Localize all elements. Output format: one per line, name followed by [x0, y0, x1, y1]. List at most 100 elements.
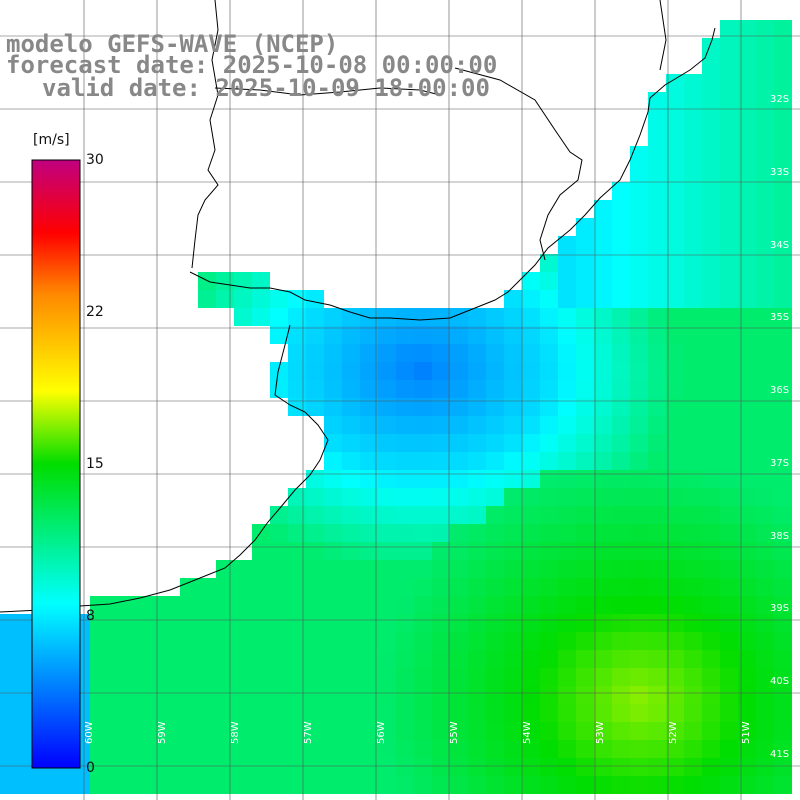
- wind-cell: [576, 218, 594, 236]
- wind-cell: [216, 614, 234, 632]
- wind-cell: [378, 650, 396, 668]
- wind-cell: [720, 740, 738, 758]
- wind-cell: [270, 542, 288, 560]
- wind-cell: [234, 560, 252, 578]
- wind-cell: [360, 362, 378, 380]
- wind-cell: [504, 290, 522, 308]
- wind-cell: [648, 650, 666, 668]
- wind-cell: [414, 380, 432, 398]
- wind-cell: [720, 362, 738, 380]
- wind-cell: [720, 776, 738, 794]
- wind-cell: [360, 740, 378, 758]
- wind-cell: [360, 398, 378, 416]
- wind-cell: [198, 722, 216, 740]
- wind-cell: [702, 110, 720, 128]
- wind-cell: [738, 20, 756, 38]
- wind-cell: [288, 740, 306, 758]
- wind-cell: [468, 398, 486, 416]
- wind-cell: [342, 506, 360, 524]
- wind-cell: [396, 398, 414, 416]
- colorbar-tick-15: 15: [86, 456, 104, 472]
- wind-cell: [342, 596, 360, 614]
- wind-cell: [576, 776, 594, 794]
- wind-cell: [342, 758, 360, 776]
- wind-cell: [576, 758, 594, 776]
- wind-cell: [738, 380, 756, 398]
- lon-label-51w: 51W: [741, 721, 752, 744]
- wind-cell: [684, 758, 702, 776]
- wind-cell: [630, 650, 648, 668]
- wind-cell: [234, 668, 252, 686]
- wind-cell: [684, 182, 702, 200]
- wind-cell: [666, 578, 684, 596]
- wind-cell: [702, 56, 720, 74]
- wind-cell: [324, 416, 342, 434]
- wind-cell: [288, 578, 306, 596]
- wind-cell: [522, 542, 540, 560]
- wind-cell: [738, 668, 756, 686]
- wind-cell: [180, 758, 198, 776]
- wind-cell: [522, 776, 540, 794]
- wind-cell: [630, 380, 648, 398]
- wind-cell: [342, 416, 360, 434]
- wind-cell: [756, 614, 774, 632]
- wind-cell: [774, 506, 792, 524]
- wind-cell: [396, 614, 414, 632]
- wind-cell: [612, 200, 630, 218]
- wind-cell: [540, 434, 558, 452]
- wind-cell: [504, 380, 522, 398]
- wind-cell: [108, 758, 126, 776]
- wind-cell: [0, 758, 18, 776]
- wind-cell: [648, 668, 666, 686]
- wind-cell: [612, 542, 630, 560]
- wind-cell: [522, 362, 540, 380]
- wind-cell: [738, 236, 756, 254]
- wind-cell: [756, 92, 774, 110]
- wind-cell: [108, 632, 126, 650]
- wind-cell: [756, 488, 774, 506]
- wind-cell: [162, 650, 180, 668]
- wind-cell: [756, 56, 774, 74]
- wind-cell: [558, 434, 576, 452]
- wind-cell: [756, 704, 774, 722]
- wind-cell: [756, 200, 774, 218]
- wind-cell: [558, 524, 576, 542]
- wind-cell: [252, 524, 270, 542]
- wind-cell: [558, 614, 576, 632]
- wind-cell: [720, 488, 738, 506]
- wind-cell: [486, 776, 504, 794]
- wind-cell: [216, 578, 234, 596]
- wind-cell: [648, 128, 666, 146]
- wind-cell: [450, 596, 468, 614]
- wind-cell: [504, 596, 522, 614]
- wind-cell: [648, 758, 666, 776]
- colorbar-frame: [31, 159, 81, 769]
- wind-cell: [234, 308, 252, 326]
- wind-cell: [414, 740, 432, 758]
- wind-cell: [306, 524, 324, 542]
- wind-cell: [702, 740, 720, 758]
- wind-cell: [306, 758, 324, 776]
- wind-cell: [270, 776, 288, 794]
- wind-cell: [306, 686, 324, 704]
- wind-cell: [540, 272, 558, 290]
- wind-cell: [630, 704, 648, 722]
- wind-cell: [108, 668, 126, 686]
- wind-cell: [666, 182, 684, 200]
- wind-cell: [288, 326, 306, 344]
- wind-cell: [252, 632, 270, 650]
- wind-cell: [450, 470, 468, 488]
- wind-cell: [378, 704, 396, 722]
- wind-cell: [702, 776, 720, 794]
- wind-cell: [702, 380, 720, 398]
- wind-cell: [180, 722, 198, 740]
- wind-cell: [612, 722, 630, 740]
- wind-cell: [684, 704, 702, 722]
- wind-cell: [666, 596, 684, 614]
- wind-cell: [612, 380, 630, 398]
- wind-cell: [756, 452, 774, 470]
- wind-cell: [504, 524, 522, 542]
- wind-cell: [774, 542, 792, 560]
- lat-label-32s: 32S: [770, 94, 790, 105]
- wind-cell: [774, 164, 792, 182]
